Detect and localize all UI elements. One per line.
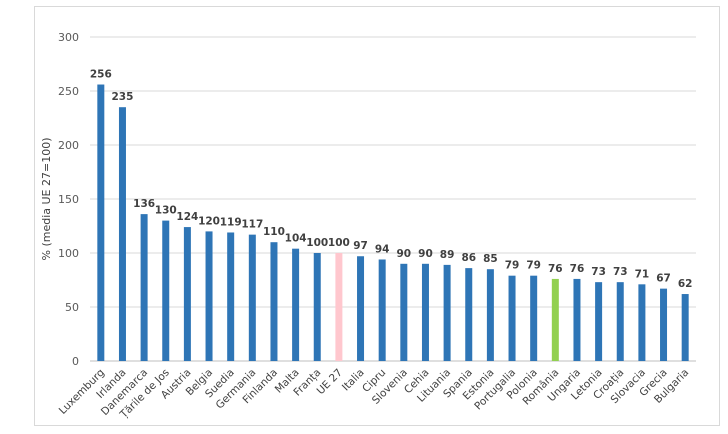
bar-slovacia [638,284,646,361]
data-label: 76 [570,263,585,275]
bar-lituania [443,264,451,361]
bar-portugalia [508,275,516,361]
y-tick-label: 100 [58,247,79,260]
chart-frame [34,6,720,426]
data-label: 117 [241,219,263,231]
bar-românia [551,278,559,361]
bar-luxemburg [97,84,105,362]
bar-belgia [205,231,213,361]
data-label: 76 [548,263,563,275]
bar-slovenia [400,263,408,361]
bar-cehia [421,263,429,361]
bar-finlanda [270,242,278,361]
data-label: 100 [306,237,328,249]
y-tick-label: 250 [58,85,79,98]
y-tick-label: 50 [65,301,79,314]
data-label: 86 [461,252,476,264]
data-label: 120 [198,215,220,227]
bar-țările-de-jos [162,220,170,361]
data-label: 62 [678,278,693,290]
bar-ungaria [573,278,581,361]
data-label: 94 [375,243,390,255]
data-label: 100 [328,237,350,249]
data-label: 85 [483,253,498,265]
data-label: 104 [285,233,307,245]
bar-austria [183,227,191,361]
y-tick-label: 300 [58,31,79,44]
bar-irlanda [118,107,126,361]
data-label: 79 [526,260,541,272]
bar-cipru [378,259,386,361]
bar-malta [292,248,300,361]
data-label: 73 [591,266,606,278]
bar-croația [616,282,624,361]
bar-grecia [660,288,668,361]
data-label: 73 [613,266,628,278]
bar-ue-27 [335,253,343,361]
y-tick-label: 200 [58,139,79,152]
data-label: 130 [155,205,177,217]
y-tick-label: 0 [72,355,79,368]
data-label: 124 [176,211,198,223]
bar-franța [313,253,321,361]
data-label: 90 [397,248,412,260]
bar-spania [465,268,473,361]
data-label: 256 [90,69,112,81]
data-label: 136 [133,198,155,210]
bar-germania [248,234,256,361]
bar-letonia [595,282,603,361]
bar-danemarca [140,214,148,361]
bar-bulgaria [681,294,689,361]
data-label: 110 [263,226,285,238]
data-label: 90 [418,248,433,260]
data-label: 67 [656,273,671,285]
y-tick-label: 150 [58,193,79,206]
bar-italia [357,256,365,361]
y-axis-title: % (media UE 27=100) [40,138,53,261]
data-label: 71 [635,268,650,280]
data-label: 235 [112,91,134,103]
data-label: 119 [220,216,242,228]
data-label: 97 [353,240,368,252]
bar-polonia [530,275,538,361]
bar-suedia [227,232,235,361]
bar-estonia [486,269,494,361]
data-label: 89 [440,249,455,261]
data-label: 79 [505,260,520,272]
